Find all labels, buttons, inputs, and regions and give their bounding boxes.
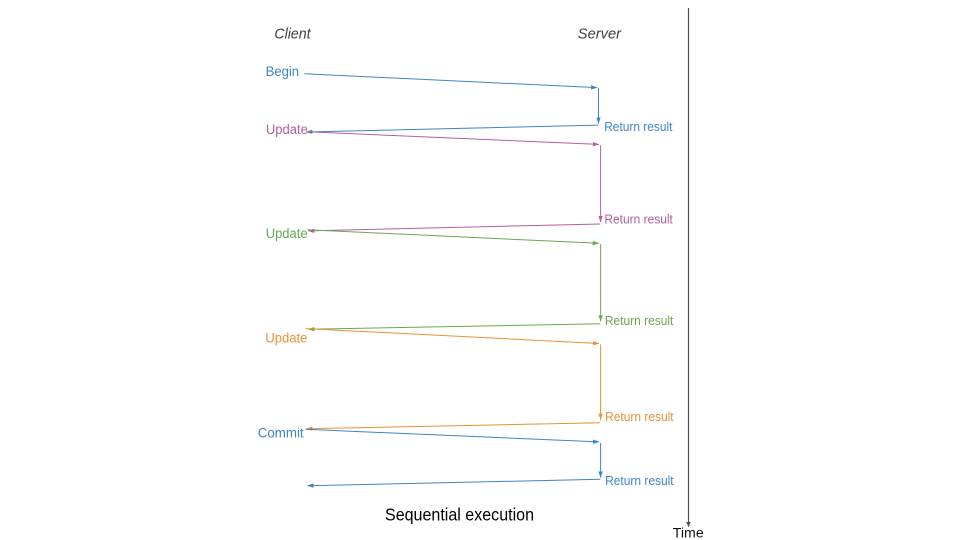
svg-text:Commit: Commit	[258, 426, 304, 442]
svg-text:Return result: Return result	[605, 409, 674, 424]
svg-text:Return result: Return result	[604, 119, 673, 134]
svg-text:Time: Time	[673, 525, 704, 540]
svg-text:Sequential execution: Sequential execution	[385, 505, 534, 525]
svg-text:Return result: Return result	[605, 313, 674, 328]
svg-text:Return result: Return result	[604, 211, 673, 226]
svg-text:Client: Client	[274, 27, 311, 43]
svg-text:Begin: Begin	[266, 64, 300, 80]
svg-text:Update: Update	[266, 226, 308, 242]
svg-text:Update: Update	[265, 330, 307, 346]
svg-text:Return result: Return result	[605, 473, 674, 488]
svg-text:Update: Update	[266, 122, 308, 138]
svg-text:Server: Server	[578, 27, 622, 43]
